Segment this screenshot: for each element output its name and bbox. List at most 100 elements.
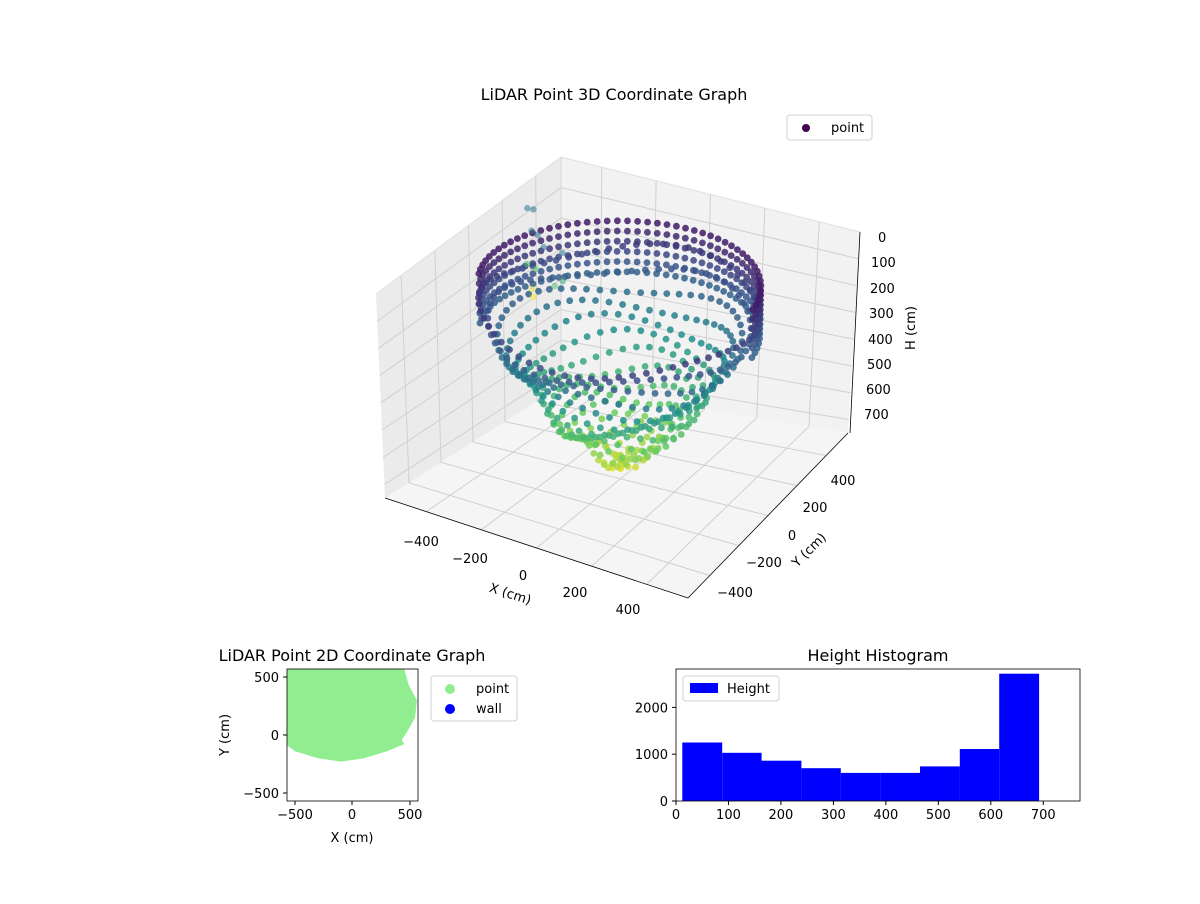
3d-point: [544, 388, 552, 396]
3d-point: [541, 374, 549, 382]
3d-point: [707, 295, 715, 302]
3d-point: [574, 260, 581, 268]
3d-point: [521, 272, 529, 280]
2d-x-tick-label: 0: [348, 808, 356, 823]
3d-point: [724, 363, 732, 370]
3d-point: [583, 229, 591, 236]
3d-point: [727, 252, 735, 259]
3d-point: [490, 259, 498, 266]
3d-point: [490, 330, 498, 338]
3d-point: [637, 423, 645, 431]
histogram-x-tick-label: 100: [716, 808, 741, 823]
3d-point: [603, 227, 611, 235]
3d-point: [613, 258, 621, 265]
3d-point: [496, 295, 503, 303]
3d-point: [646, 445, 654, 453]
3d-point: [490, 269, 498, 276]
3d-outlier-points: [523, 204, 566, 301]
3d-point: [495, 288, 502, 296]
3d-point: [554, 393, 562, 401]
3d-point: [688, 335, 696, 343]
histogram-bar: [840, 772, 881, 801]
2d-legend-label: wall: [476, 702, 502, 717]
3d-point: [662, 271, 670, 279]
3d-point: [541, 329, 549, 337]
3d-point: [610, 326, 618, 334]
3d-point: [634, 228, 641, 235]
3d-point: [658, 346, 666, 353]
3d-point: [659, 309, 666, 317]
3d-point: [682, 360, 689, 368]
3d-point: [656, 367, 664, 374]
3d-point: [475, 270, 483, 277]
3d-point: [681, 234, 689, 242]
histogram-bar: [682, 742, 723, 801]
3d-point: [623, 237, 631, 245]
3d-point: [587, 394, 595, 402]
3d-point: [685, 244, 692, 251]
3d-point: [727, 262, 735, 269]
3d-point: [605, 349, 613, 356]
3d-point: [749, 315, 756, 323]
3d-point: [603, 258, 611, 266]
3d-point: [717, 377, 724, 385]
3d-point: [593, 258, 601, 266]
3d-point: [634, 238, 641, 246]
3d-point: [587, 424, 595, 432]
3d-point: [559, 407, 567, 415]
3d-point: [546, 245, 553, 253]
3d-point: [529, 239, 536, 247]
3d-point: [511, 361, 519, 369]
3d-outlier-point: [529, 286, 536, 293]
3d-point: [592, 441, 600, 448]
3d-point: [644, 453, 652, 461]
3d-point: [583, 285, 590, 293]
3d-point: [514, 245, 521, 253]
3d-y-tick-label: 0: [788, 529, 796, 544]
3d-point: [671, 312, 678, 319]
3d-y-tick-label: 400: [831, 474, 856, 489]
3d-point: [663, 221, 671, 229]
3d-point: [564, 241, 572, 249]
3d-point: [700, 361, 707, 369]
3d-point: [647, 376, 655, 383]
3d-point: [566, 297, 574, 305]
histogram-x-tick-label: 300: [821, 808, 846, 823]
3d-point: [669, 351, 677, 358]
3d-point: [532, 336, 540, 344]
histogram-bar: [801, 768, 841, 801]
3d-point: [574, 390, 582, 398]
3d-point: [601, 375, 609, 382]
3d-point: [655, 265, 662, 273]
3d-z-tick-label: 0: [878, 231, 886, 246]
3d-point: [730, 363, 737, 371]
3d-point: [571, 414, 578, 422]
3d-point: [624, 217, 631, 225]
3d-point: [740, 340, 747, 348]
3d-point: [628, 313, 636, 321]
3d-point: [592, 353, 600, 361]
3d-point: [668, 423, 676, 431]
3d-point: [683, 394, 690, 401]
3d-x-axis-label: X (cm): [487, 581, 533, 609]
3d-point: [632, 456, 639, 464]
3d-y-tick-label: −200: [746, 556, 782, 571]
3d-point: [610, 386, 618, 394]
3d-point: [624, 387, 632, 395]
3d-point: [553, 377, 561, 384]
histogram-x-tick-label: 500: [926, 808, 951, 823]
3d-point: [680, 266, 688, 273]
3d-point: [646, 306, 653, 314]
3d-point-cloud: [475, 217, 765, 472]
3d-outlier-point: [530, 206, 537, 213]
3d-point: [729, 284, 736, 292]
3d-point: [583, 259, 591, 267]
3d-x-tick-label: −400: [403, 535, 439, 550]
3d-point: [574, 240, 581, 248]
3d-outlier-point: [530, 293, 537, 301]
3d-point: [495, 265, 503, 273]
3d-back-pane: [561, 157, 860, 433]
3d-point: [590, 450, 598, 457]
